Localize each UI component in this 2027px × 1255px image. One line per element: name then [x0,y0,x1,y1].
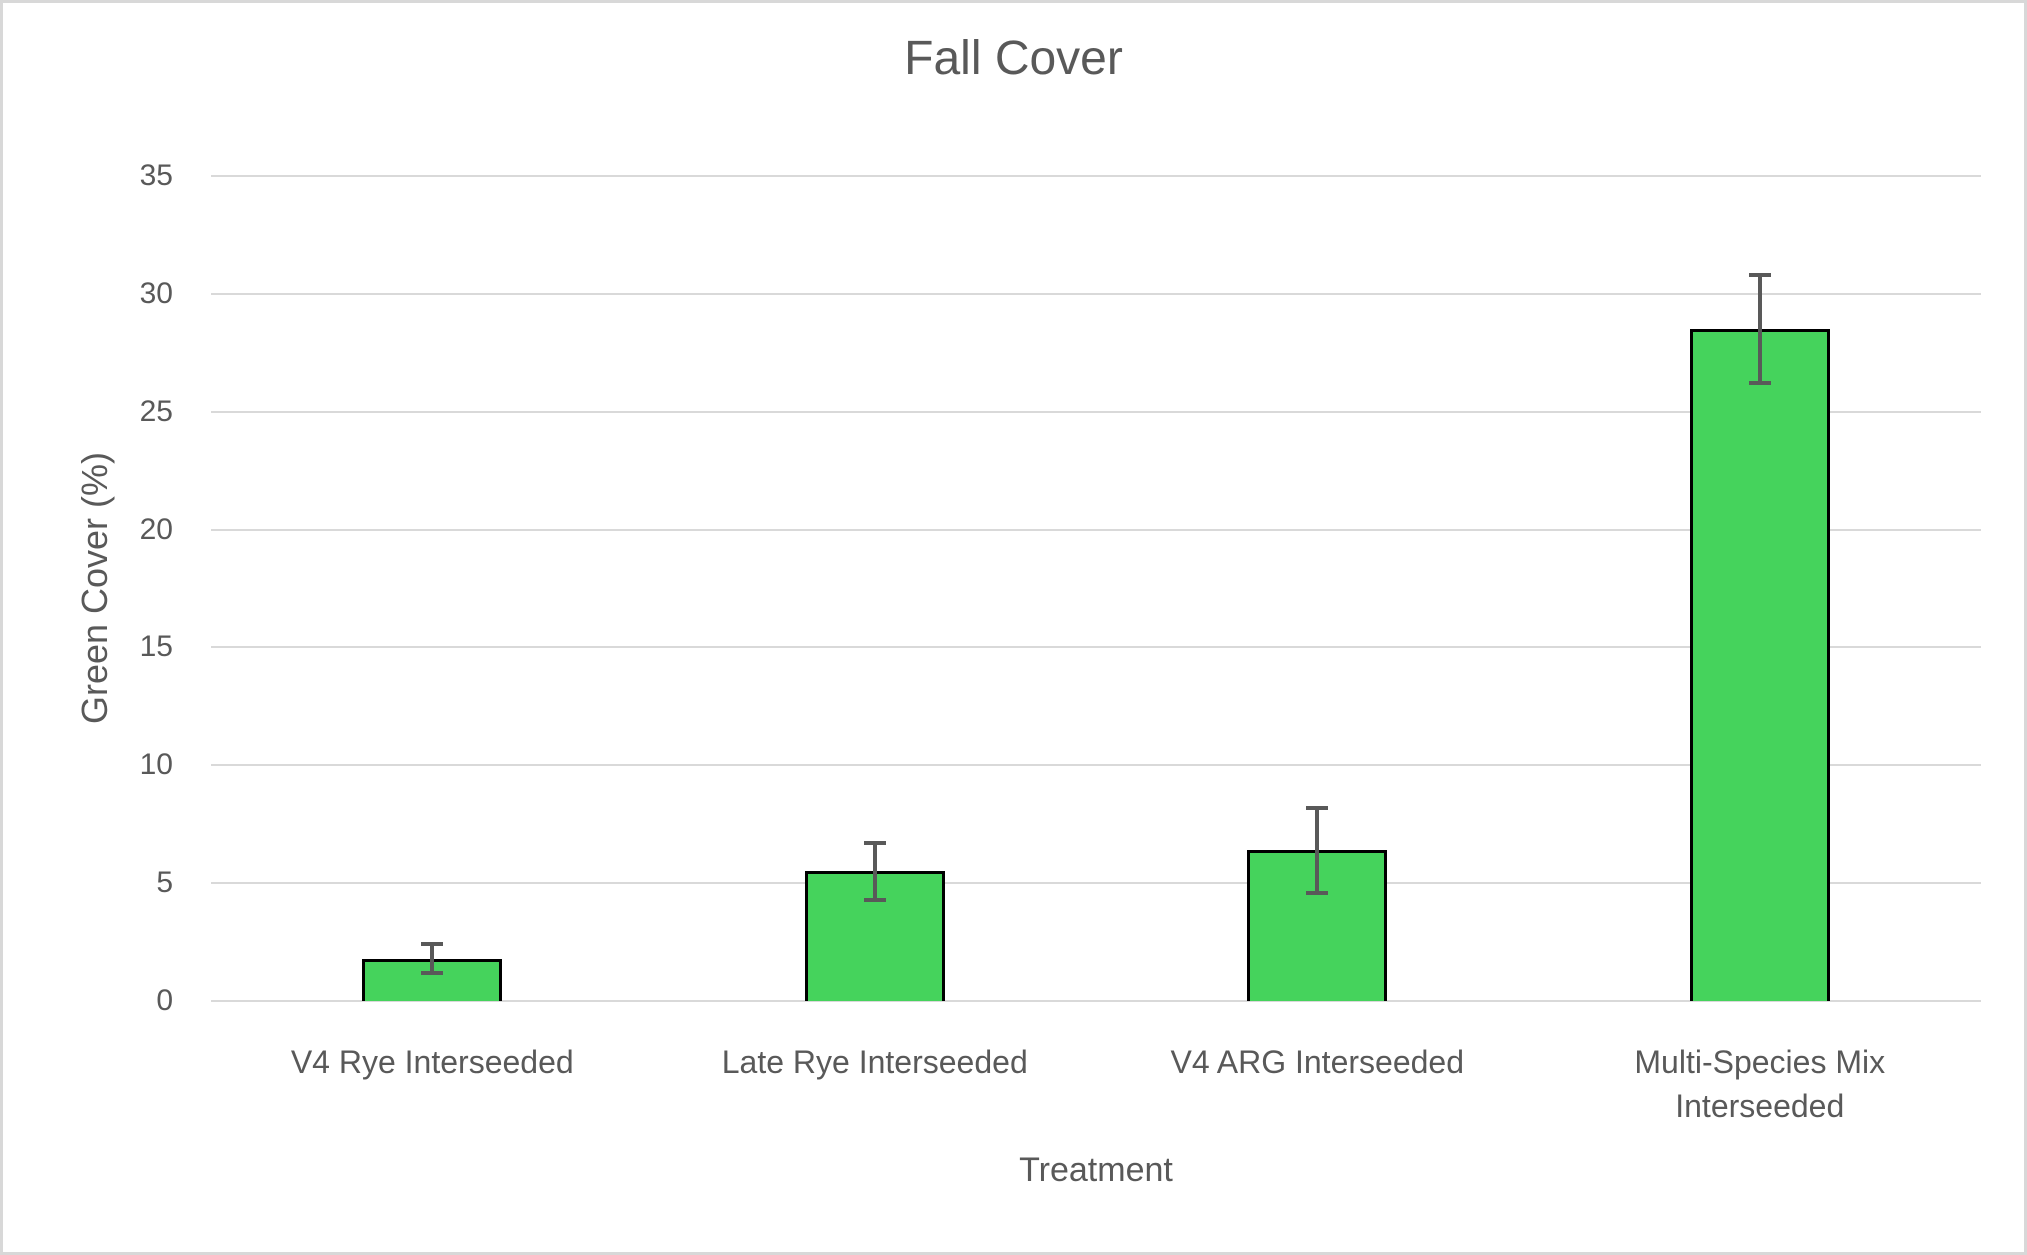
error-bar-top-cap-1 [421,942,444,947]
y-axis-title: Green Cover (%) [74,451,115,725]
y-tick-label-5: 5 [156,866,173,900]
gridline-0 [211,1000,1981,1002]
gridline-25 [211,410,1981,413]
gridline-35 [211,175,1981,177]
y-tick-label-0: 0 [156,984,173,1017]
x-category-label-2: Late Rye Interseeded [721,1044,1028,1080]
gridline-15 [211,646,1981,649]
error-bar-line-1 [430,944,435,973]
y-tick-label-30: 30 [139,276,173,310]
y-tick-label-35: 35 [139,159,173,192]
x-category-label-1: V4 Rye Interseeded [290,1044,574,1080]
bar-4 [1689,329,1830,1001]
gridline-30 [211,292,1981,295]
error-bar-line-3 [1315,807,1320,893]
x-category-label-3: V4 ARG Interseeded [1170,1044,1464,1080]
y-tick-label-25: 25 [139,394,173,428]
x-axis-title: Treatment [1019,1151,1173,1189]
error-bar-top-cap-3 [1306,805,1329,810]
plot-area [211,175,1981,1002]
x-category-label-4: Multi-Species Mix Interseeded [1634,1044,1886,1124]
gridline-5 [211,882,1981,885]
y-tick-label-10: 10 [139,748,173,782]
gridline-20 [211,528,1981,531]
error-bar-top-cap-2 [863,841,886,846]
error-bar-bottom-cap-3 [1306,890,1329,895]
error-bar-line-2 [872,843,877,900]
y-tick-label-20: 20 [139,512,173,546]
error-bar-line-4 [1757,275,1762,384]
gridline-10 [211,764,1981,767]
error-bar-top-cap-4 [1748,273,1771,277]
error-bar-bottom-cap-4 [1748,381,1771,386]
chart-title: Fall Cover [904,32,1123,85]
error-bar-bottom-cap-2 [863,897,886,902]
y-tick-label-15: 15 [139,630,173,664]
error-bar-bottom-cap-1 [421,970,444,975]
